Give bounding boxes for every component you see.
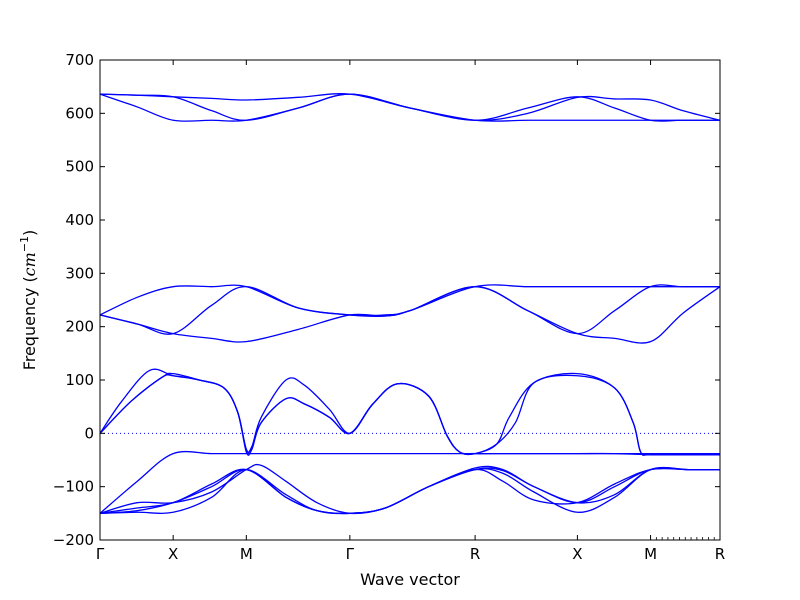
x-tick-label: M <box>644 545 657 563</box>
x-tick-label: R <box>470 545 480 563</box>
y-axis-label: Frequency (cm−1) <box>18 230 39 371</box>
series-layer <box>99 93 721 515</box>
y-axis-label-prefix: Frequency ( <box>20 276 39 370</box>
y-tick-label: −200 <box>53 531 94 549</box>
band-line-13 <box>99 466 720 515</box>
y-tick-label: −100 <box>53 478 94 496</box>
x-axis-label: Wave vector <box>360 570 460 589</box>
band-line-14 <box>99 467 720 515</box>
x-tick-label: Γ <box>96 545 105 563</box>
y-axis-label-exponent: −1 <box>18 236 31 252</box>
x-tick-label: R <box>715 545 725 563</box>
band-line-7 <box>99 368 720 455</box>
band-line-1 <box>99 93 721 122</box>
tick-layer: −200 −100 0 100 200 300 400 500 600 700 Γ X M Γ R X M R <box>53 51 725 563</box>
y-tick-label: 300 <box>65 264 94 282</box>
y-tick-label: 100 <box>65 371 94 389</box>
y-tick-label: 200 <box>65 318 94 336</box>
y-tick-label: 700 <box>65 51 94 69</box>
y-tick-label: 0 <box>84 424 94 442</box>
y-axis-label-suffix: ) <box>20 230 39 236</box>
x-tick-label: X <box>168 545 178 563</box>
y-tick-label: 600 <box>65 104 94 122</box>
band-line-8 <box>99 372 720 456</box>
band-line-6 <box>99 286 721 344</box>
y-axis-label-unit: cm <box>20 252 39 276</box>
band-line-3 <box>99 93 720 122</box>
band-line-9 <box>99 374 720 456</box>
plot-frame <box>99 59 721 541</box>
y-tick-label: 400 <box>65 211 94 229</box>
plot-area-border <box>99 59 721 541</box>
band-line-5 <box>99 284 720 335</box>
x-tick-label: M <box>240 545 253 563</box>
x-tick-label: X <box>572 545 582 563</box>
band-line-10 <box>99 450 720 514</box>
x-tick-label: Γ <box>346 545 355 563</box>
y-tick-label: 500 <box>65 158 94 176</box>
